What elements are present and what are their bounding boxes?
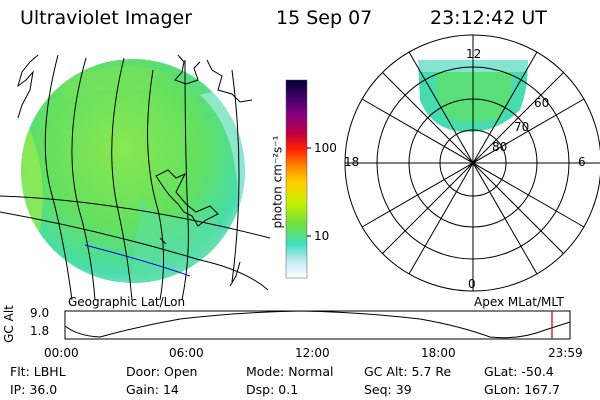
geographic-caption: Geographic Lat/Lon — [68, 295, 186, 309]
timeline-x-tick-0000: 00:00 — [44, 346, 79, 360]
mlt-label-0: 0 — [468, 277, 476, 291]
timeline-y-tick-low: 1.8 — [30, 324, 50, 338]
mlt-label-6: 6 — [578, 155, 586, 169]
coastlines — [17, 54, 253, 287]
colorbar — [285, 79, 308, 279]
info-glat: GLat: -50.4 — [484, 364, 554, 379]
timeline-frame — [64, 310, 571, 340]
altitude-curve — [64, 310, 571, 339]
timeline-y-tick-high: 9.0 — [30, 306, 50, 320]
timeline-y-label: GC Alt — [2, 305, 16, 343]
timeline-x-tick-1800: 18:00 — [421, 346, 456, 360]
geographic-image — [0, 54, 271, 301]
polar-coverage-inner — [435, 72, 513, 122]
colorbar-tick-label-100: 100 — [314, 141, 337, 155]
info-glon: GLon: 167.7 — [484, 382, 560, 397]
mlt-label-12: 12 — [466, 47, 482, 61]
info-door: Door: Open — [126, 364, 198, 379]
colorbar-unit-label: photon cm⁻²s⁻¹ — [270, 135, 285, 229]
info-ip: IP: 36.0 — [10, 382, 58, 397]
lat-label-60: 60 — [534, 96, 550, 110]
info-mode: Mode: Normal — [246, 364, 334, 379]
timeline-x-tick-1200: 12:00 — [295, 346, 330, 360]
time-label: 23:12:42 UT — [430, 7, 547, 29]
date-label: 15 Sep 07 — [276, 7, 373, 29]
lat-label-70: 70 — [514, 120, 530, 134]
polar-plot — [344, 34, 600, 292]
mlt-label-18: 18 — [344, 155, 360, 169]
info-dsp: Dsp: 0.1 — [246, 382, 299, 397]
info-gc-alt: GC Alt: 5.7 Re — [364, 364, 452, 379]
timeline-x-tick-0600: 06:00 — [169, 346, 204, 360]
info-seq: Seq: 39 — [364, 382, 412, 397]
instrument-title: Ultraviolet Imager — [20, 7, 193, 29]
apex-caption: Apex MLat/MLT — [474, 295, 564, 309]
info-flt: Flt: LBHL — [10, 364, 66, 379]
altitude-timeline — [64, 310, 571, 340]
graticule — [0, 54, 271, 301]
colorbar-tick-label-10: 10 — [314, 229, 330, 243]
info-gain: Gain: 14 — [126, 382, 179, 397]
lat-label-80: 80 — [492, 140, 508, 154]
timeline-x-tick-2359: 23:59 — [548, 346, 583, 360]
terminator-line — [84, 244, 191, 277]
